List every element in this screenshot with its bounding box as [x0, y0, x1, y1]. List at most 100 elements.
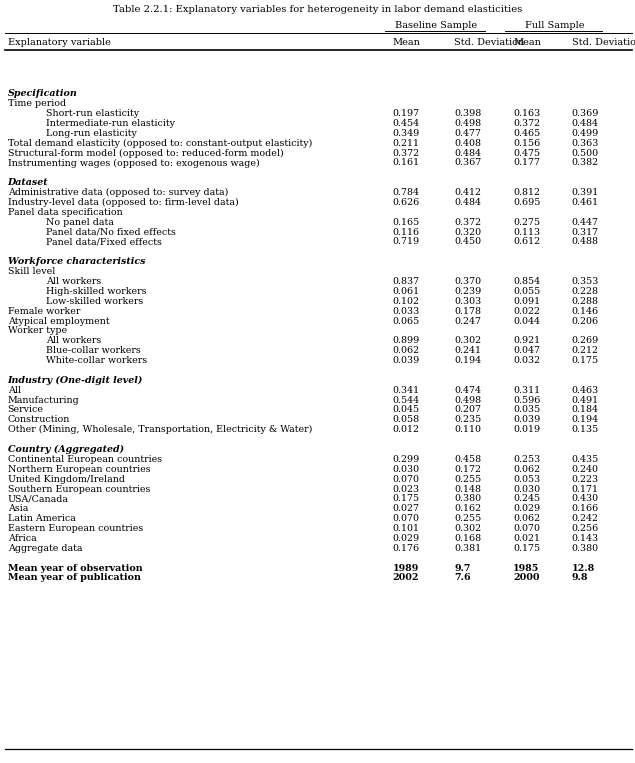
Text: 9.7: 9.7 — [454, 564, 471, 572]
Text: 0.223: 0.223 — [572, 475, 599, 484]
Text: 0.166: 0.166 — [572, 504, 599, 513]
Text: No panel data: No panel data — [46, 217, 114, 227]
Text: 0.113: 0.113 — [513, 227, 540, 237]
Text: 0.211: 0.211 — [392, 139, 420, 148]
Text: Construction: Construction — [8, 415, 70, 424]
Text: 0.484: 0.484 — [454, 149, 481, 157]
Text: 12.8: 12.8 — [572, 564, 595, 572]
Text: Worker type: Worker type — [8, 327, 67, 336]
Text: 0.039: 0.039 — [513, 415, 540, 424]
Text: 0.463: 0.463 — [572, 386, 599, 394]
Text: 0.474: 0.474 — [454, 386, 481, 394]
Text: 0.240: 0.240 — [572, 465, 599, 474]
Text: 0.247: 0.247 — [454, 317, 481, 326]
Text: 0.165: 0.165 — [392, 217, 420, 227]
Text: 0.101: 0.101 — [392, 524, 420, 533]
Text: High-skilled workers: High-skilled workers — [46, 287, 146, 296]
Text: 0.454: 0.454 — [392, 119, 420, 128]
Text: 0.032: 0.032 — [513, 356, 540, 365]
Text: 0.023: 0.023 — [392, 485, 420, 494]
Text: Service: Service — [8, 405, 44, 414]
Text: 0.450: 0.450 — [454, 237, 481, 246]
Text: Table 2.2.1: Explanatory variables for heterogeneity in labor demand elasticitie: Table 2.2.1: Explanatory variables for h… — [113, 5, 522, 14]
Text: 0.412: 0.412 — [454, 188, 481, 197]
Text: 0.695: 0.695 — [513, 198, 540, 207]
Text: 0.320: 0.320 — [454, 227, 481, 237]
Text: 0.498: 0.498 — [454, 395, 481, 404]
Text: Instrumenting wages (opposed to: exogenous wage): Instrumenting wages (opposed to: exogeno… — [8, 159, 259, 168]
Text: 0.102: 0.102 — [392, 297, 420, 306]
Text: Time period: Time period — [8, 99, 66, 108]
Text: 0.030: 0.030 — [513, 485, 540, 494]
Text: 0.047: 0.047 — [513, 346, 540, 355]
Text: Skill level: Skill level — [8, 267, 55, 276]
Text: Blue-collar workers: Blue-collar workers — [46, 346, 140, 355]
Text: 0.430: 0.430 — [572, 494, 599, 504]
Text: 0.461: 0.461 — [572, 198, 599, 207]
Text: 0.070: 0.070 — [392, 475, 420, 484]
Text: 0.039: 0.039 — [392, 356, 420, 365]
Text: 0.498: 0.498 — [454, 119, 481, 128]
Text: 7.6: 7.6 — [454, 574, 471, 582]
Text: Industry (One-digit level): Industry (One-digit level) — [8, 376, 143, 385]
Text: 0.030: 0.030 — [392, 465, 420, 474]
Text: 0.044: 0.044 — [513, 317, 540, 326]
Text: 0.353: 0.353 — [572, 277, 599, 286]
Text: 0.349: 0.349 — [392, 129, 420, 138]
Text: 0.194: 0.194 — [454, 356, 481, 365]
Text: 0.484: 0.484 — [454, 198, 481, 207]
Text: 1989: 1989 — [392, 564, 418, 572]
Text: 0.275: 0.275 — [513, 217, 540, 227]
Text: 2002: 2002 — [392, 574, 419, 582]
Text: 0.175: 0.175 — [513, 544, 540, 552]
Text: 0.380: 0.380 — [572, 544, 599, 552]
Text: USA/Canada: USA/Canada — [8, 494, 69, 504]
Text: 0.197: 0.197 — [392, 109, 420, 118]
Text: 0.161: 0.161 — [392, 159, 420, 167]
Text: 0.146: 0.146 — [572, 307, 599, 316]
Text: Intermediate-run elasticity: Intermediate-run elasticity — [46, 119, 175, 128]
Text: 0.381: 0.381 — [454, 544, 481, 552]
Text: Mean year of publication: Mean year of publication — [8, 574, 140, 582]
Text: 0.027: 0.027 — [392, 504, 420, 513]
Text: Continental European countries: Continental European countries — [8, 455, 162, 464]
Text: 0.242: 0.242 — [572, 514, 599, 523]
Text: 0.380: 0.380 — [454, 494, 481, 504]
Text: 0.719: 0.719 — [392, 237, 420, 246]
Text: Africa: Africa — [8, 534, 36, 543]
Text: Low-skilled workers: Low-skilled workers — [46, 297, 143, 306]
Text: 0.382: 0.382 — [572, 159, 599, 167]
Text: 0.837: 0.837 — [392, 277, 420, 286]
Text: 0.065: 0.065 — [392, 317, 420, 326]
Text: 0.176: 0.176 — [392, 544, 420, 552]
Text: 0.207: 0.207 — [454, 405, 481, 414]
Text: 0.899: 0.899 — [392, 336, 420, 346]
Text: United Kingdom/Ireland: United Kingdom/Ireland — [8, 475, 124, 484]
Text: 0.484: 0.484 — [572, 119, 599, 128]
Text: 0.372: 0.372 — [392, 149, 420, 157]
Text: 0.465: 0.465 — [513, 129, 540, 138]
Text: 0.172: 0.172 — [454, 465, 481, 474]
Text: Industry-level data (opposed to: firm-level data): Industry-level data (opposed to: firm-le… — [8, 198, 238, 207]
Text: 0.921: 0.921 — [513, 336, 540, 346]
Text: 0.055: 0.055 — [513, 287, 540, 296]
Text: 0.499: 0.499 — [572, 129, 599, 138]
Text: 0.033: 0.033 — [392, 307, 420, 316]
Text: 0.035: 0.035 — [513, 405, 540, 414]
Text: 0.110: 0.110 — [454, 425, 481, 434]
Text: 0.175: 0.175 — [572, 356, 599, 365]
Text: 0.311: 0.311 — [513, 386, 540, 394]
Text: 0.239: 0.239 — [454, 287, 481, 296]
Text: 0.488: 0.488 — [572, 237, 599, 246]
Text: 0.091: 0.091 — [513, 297, 540, 306]
Text: 0.070: 0.070 — [513, 524, 540, 533]
Text: 0.408: 0.408 — [454, 139, 481, 148]
Text: 0.012: 0.012 — [392, 425, 420, 434]
Text: 0.372: 0.372 — [513, 119, 540, 128]
Text: 0.812: 0.812 — [513, 188, 540, 197]
Text: White-collar workers: White-collar workers — [46, 356, 147, 365]
Text: 0.255: 0.255 — [454, 475, 481, 484]
Text: 0.435: 0.435 — [572, 455, 599, 464]
Text: 0.299: 0.299 — [392, 455, 420, 464]
Text: Total demand elasticity (opposed to: constant-output elasticity): Total demand elasticity (opposed to: con… — [8, 139, 312, 148]
